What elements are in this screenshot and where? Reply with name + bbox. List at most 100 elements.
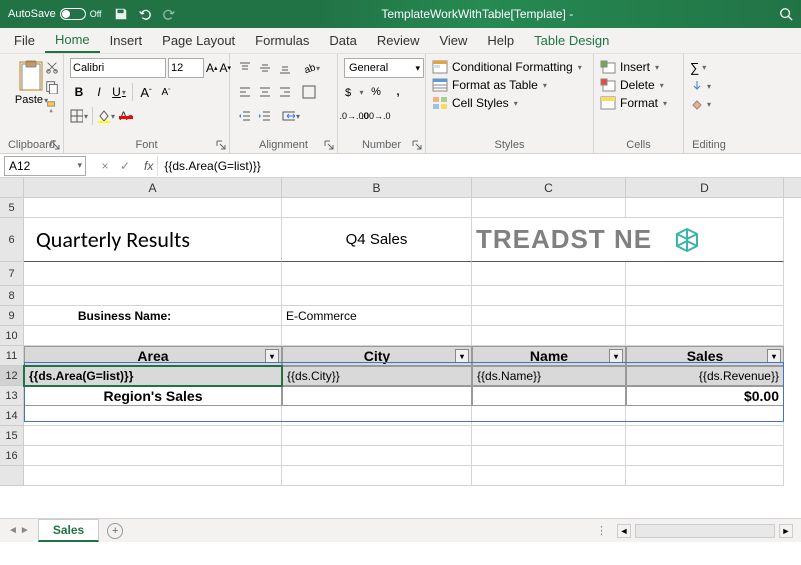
tab-insert[interactable]: Insert (100, 29, 153, 52)
cell[interactable] (282, 406, 472, 426)
tab-data[interactable]: Data (319, 29, 366, 52)
cell[interactable] (24, 466, 282, 486)
horizontal-scrollbar[interactable] (635, 524, 775, 538)
accounting-format-icon[interactable]: $ (344, 82, 364, 102)
decrease-decimal-icon[interactable]: .00→.0 (366, 106, 386, 126)
align-center-icon[interactable] (256, 82, 274, 102)
name-box[interactable]: A12 (4, 156, 86, 176)
number-format-combo[interactable]: General (344, 58, 424, 78)
conditional-formatting-button[interactable]: Conditional Formatting (432, 58, 587, 76)
cell[interactable] (24, 198, 282, 218)
percent-format-icon[interactable]: % (366, 82, 386, 102)
borders-button[interactable] (70, 106, 88, 126)
align-left-icon[interactable] (236, 82, 254, 102)
row-header[interactable]: 6 (0, 218, 24, 262)
cell-footer[interactable]: Region's Sales (24, 386, 282, 406)
cell[interactable] (282, 386, 472, 406)
filter-icon[interactable]: ▾ (609, 349, 623, 363)
table-header-area[interactable]: Area▾ (24, 346, 282, 366)
align-bottom-icon[interactable] (276, 58, 294, 78)
decrease-font-size-icon[interactable]: Aˇ (157, 82, 175, 102)
increase-indent-icon[interactable] (256, 106, 274, 126)
cancel-formula-icon[interactable]: × (96, 159, 114, 173)
dialog-launcher-icon[interactable] (324, 140, 334, 150)
cell[interactable] (24, 286, 282, 306)
orientation-icon[interactable]: ab (302, 58, 320, 78)
cell[interactable] (626, 198, 784, 218)
cell[interactable] (282, 286, 472, 306)
cell[interactable]: {{ds.Revenue}} (626, 366, 784, 386)
align-right-icon[interactable] (276, 82, 294, 102)
cell[interactable] (24, 262, 282, 286)
format-as-table-button[interactable]: Format as Table (432, 76, 587, 94)
cell[interactable] (626, 326, 784, 346)
cell[interactable] (24, 326, 282, 346)
format-painter-icon[interactable] (45, 100, 59, 114)
cell-business-label[interactable]: Business Name: (24, 306, 282, 326)
align-middle-icon[interactable] (256, 58, 274, 78)
tab-review[interactable]: Review (367, 29, 430, 52)
align-top-icon[interactable] (236, 58, 254, 78)
row-header[interactable]: 10 (0, 326, 24, 346)
row-header[interactable]: 5 (0, 198, 24, 218)
tab-help[interactable]: Help (477, 29, 524, 52)
table-header-name[interactable]: Name▾ (472, 346, 626, 366)
row-header[interactable]: 14 (0, 406, 24, 426)
row-header[interactable]: 9 (0, 306, 24, 326)
dialog-launcher-icon[interactable] (50, 140, 60, 150)
increase-font-size-icon[interactable]: Aˆ (137, 82, 155, 102)
autosum-button[interactable]: ∑ (690, 58, 728, 77)
fill-color-button[interactable] (97, 106, 115, 126)
cell-logo[interactable]: TREADST NE (472, 218, 784, 262)
cell[interactable] (282, 466, 472, 486)
cell[interactable] (472, 466, 626, 486)
format-button[interactable]: Format (600, 94, 677, 112)
tab-page-layout[interactable]: Page Layout (152, 29, 245, 52)
cell-title[interactable]: Quarterly Results (24, 218, 282, 262)
copy-icon[interactable] (45, 80, 59, 94)
cell[interactable] (472, 426, 626, 446)
cell[interactable] (626, 306, 784, 326)
col-header-c[interactable]: C (472, 178, 626, 197)
cell[interactable] (626, 286, 784, 306)
cell[interactable] (472, 262, 626, 286)
sheet-nav[interactable]: ◄► (8, 525, 30, 536)
scroll-left-icon[interactable]: ◄ (617, 524, 631, 538)
cell[interactable] (472, 198, 626, 218)
cell[interactable] (282, 326, 472, 346)
cell-footer-total[interactable]: $0.00 (626, 386, 784, 406)
font-name-combo[interactable] (70, 58, 166, 78)
underline-button[interactable]: U (110, 82, 128, 102)
comma-format-icon[interactable]: , (388, 82, 408, 102)
select-all-corner[interactable] (0, 178, 24, 197)
cell-business-value[interactable]: E-Commerce (282, 306, 472, 326)
scroll-right-icon[interactable]: ► (779, 524, 793, 538)
italic-button[interactable]: I (90, 82, 108, 102)
increase-font-icon[interactable]: A▴ (206, 58, 218, 78)
table-header-city[interactable]: City▾ (282, 346, 472, 366)
row-header[interactable]: 11 (0, 346, 24, 366)
redo-icon[interactable] (162, 7, 176, 21)
filter-icon[interactable]: ▾ (455, 349, 469, 363)
add-sheet-button[interactable]: + (107, 523, 123, 539)
undo-icon[interactable] (138, 7, 152, 21)
cell[interactable] (24, 426, 282, 446)
tab-home[interactable]: Home (45, 28, 100, 53)
cell-subtitle[interactable]: Q4 Sales (282, 218, 472, 262)
col-header-b[interactable]: B (282, 178, 472, 197)
row-header[interactable]: 12 (0, 366, 24, 386)
cell[interactable] (282, 446, 472, 466)
row-header[interactable]: 8 (0, 286, 24, 306)
cell[interactable]: {{ds.Name}} (472, 366, 626, 386)
tab-file[interactable]: File (4, 29, 45, 52)
cell[interactable] (282, 262, 472, 286)
dialog-launcher-icon[interactable] (216, 140, 226, 150)
formula-input[interactable]: {{ds.Area(G=list)}} (157, 156, 801, 176)
fill-button[interactable] (690, 77, 728, 95)
cell[interactable] (472, 326, 626, 346)
cell[interactable] (626, 262, 784, 286)
delete-button[interactable]: Delete (600, 76, 677, 94)
tab-table-design[interactable]: Table Design (524, 29, 619, 52)
toggle-switch[interactable] (60, 8, 86, 20)
tab-formulas[interactable]: Formulas (245, 29, 319, 52)
